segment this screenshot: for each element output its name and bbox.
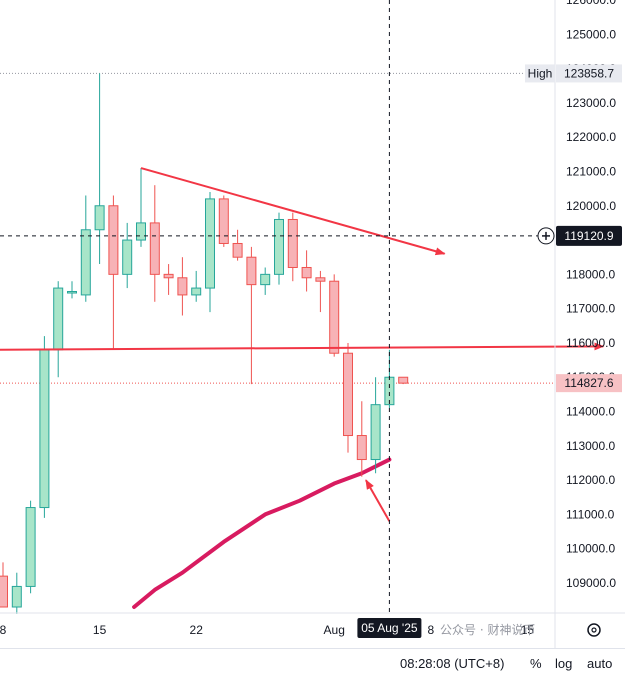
candle-body — [329, 280, 340, 354]
y-tick-label: 126000.0 — [566, 0, 616, 7]
y-tick-label: 120000.0 — [566, 199, 616, 213]
y-tick-label: 125000.0 — [566, 27, 616, 41]
y-tick-label: 118000.0 — [566, 267, 615, 281]
gear-outer — [587, 623, 601, 637]
price-chart[interactable]: 109000.0 110000.0 111000.0 112000.0 113000.0… — [0, 0, 625, 648]
candle-body — [163, 273, 174, 279]
status-bar: 08:28:08 (UTC+8) % log auto — [0, 648, 625, 677]
crosshair-price-label: 119120.9 — [564, 229, 613, 243]
candle-body — [67, 290, 77, 294]
candle-body — [80, 229, 91, 296]
candle-body — [287, 218, 298, 268]
candles-layer — [0, 73, 409, 614]
y-tick-label: 110000.0 — [566, 542, 615, 556]
crosshair-date-label: 05 Aug '25 — [361, 621, 418, 635]
log-toggle[interactable]: log — [555, 656, 573, 671]
candle-body — [246, 256, 257, 286]
candle-body — [191, 287, 202, 296]
crosshair-price-box — [556, 225, 622, 246]
y-tick-label: 117000.0 — [566, 302, 615, 316]
candle-body — [25, 507, 36, 587]
y-tick-label: 109000.0 — [566, 576, 616, 590]
x-tick-label: 15 — [521, 623, 535, 637]
candle-body — [149, 222, 160, 275]
candle-body — [136, 222, 146, 241]
high-tag-label: High — [528, 66, 553, 80]
clock-time[interactable]: 08:28:08 (UTC+8) — [400, 656, 505, 671]
gear-inner — [591, 627, 597, 633]
x-tick-label: 8 — [0, 623, 7, 637]
candle-body — [0, 575, 8, 608]
crosshair-layer — [0, 0, 555, 613]
drawings-layer[interactable] — [0, 167, 605, 522]
y-tick-label: 123000.0 — [566, 96, 616, 110]
grid-layer — [0, 72, 555, 384]
labels-layer: 05 Aug '25 119120.9 High 123858.7 114827.6 — [357, 64, 622, 638]
percent-toggle[interactable]: % — [530, 656, 542, 671]
candle-body — [315, 277, 326, 282]
candle-body — [232, 242, 243, 258]
y-tick-label: 116000.0 — [566, 336, 615, 350]
candle-body — [94, 205, 105, 231]
y-tick-label: 113000.0 — [566, 439, 615, 453]
candle-body — [398, 376, 409, 384]
high-price-label: 123858.7 — [564, 66, 614, 80]
y-tick-label: 121000.0 — [566, 164, 616, 178]
add-alert-plus-icon[interactable] — [537, 227, 555, 245]
settings-gear-icon[interactable] — [587, 623, 601, 637]
candle-body — [39, 349, 50, 509]
x-tick-label: Aug — [324, 623, 345, 637]
candle-body — [218, 198, 229, 244]
high-price-box — [556, 64, 622, 83]
y-tick-label: 111000.0 — [566, 507, 615, 521]
pointer-arrow — [365, 479, 391, 522]
y-tick-label: 122000.0 — [566, 130, 616, 144]
candle-body — [370, 404, 381, 461]
x-tick-label: 8 — [427, 623, 434, 637]
axis-layer: 109000.0 110000.0 111000.0 112000.0 113000.0… — [0, 0, 625, 648]
last-price-box — [556, 374, 622, 393]
candle-body — [274, 218, 284, 275]
x-tick-label: 15 — [93, 623, 107, 637]
descending-trendline — [140, 167, 446, 256]
y-tick-label: 114000.0 — [566, 405, 615, 419]
candle-body — [122, 239, 133, 275]
x-tick-label: 22 — [190, 623, 204, 637]
candle-body — [301, 266, 312, 279]
auto-toggle[interactable]: auto — [587, 656, 613, 671]
candle-body — [343, 352, 353, 437]
candle-body — [205, 198, 215, 289]
ema-layer — [132, 457, 392, 609]
candle-body — [53, 287, 64, 351]
last-price-label: 114827.6 — [564, 376, 613, 390]
candle-body — [177, 277, 188, 296]
y-tick-label: 112000.0 — [566, 473, 615, 487]
watermark-text: 公众号 · 财神说币 — [440, 623, 536, 637]
candle-body — [11, 585, 22, 608]
candle-body — [356, 435, 367, 461]
candle-body — [108, 205, 119, 275]
support-horizontal-line — [0, 342, 605, 351]
ema-line — [132, 457, 392, 609]
high-tag-box — [525, 64, 555, 83]
candle-body — [260, 273, 271, 286]
crosshair-date-box — [357, 618, 422, 638]
